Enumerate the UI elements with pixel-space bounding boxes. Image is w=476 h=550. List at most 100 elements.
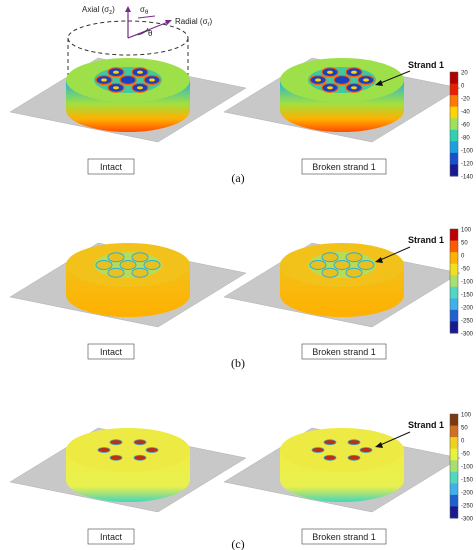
colorbar-tick-label: -60 bbox=[461, 123, 470, 129]
strand-pattern-intact bbox=[94, 252, 162, 278]
label-box-broken bbox=[301, 343, 387, 360]
colorbar-segment bbox=[450, 72, 458, 85]
center-strand bbox=[333, 260, 351, 270]
strand-1-arrow bbox=[377, 431, 411, 447]
colorbar-tick-label: 50 bbox=[461, 241, 468, 247]
strand-pattern-broken bbox=[311, 439, 373, 461]
theta-axis bbox=[137, 15, 156, 19]
wire-core bbox=[101, 78, 107, 82]
colorbar-segment bbox=[450, 83, 458, 96]
colorbar-tick-label: -200 bbox=[461, 306, 474, 312]
colorbar-tick-label: 0 bbox=[461, 439, 465, 445]
label-box-intact bbox=[87, 343, 135, 360]
wire-strand bbox=[359, 447, 373, 453]
strand-1-arrow bbox=[377, 70, 411, 85]
colorbar-frame bbox=[449, 413, 459, 519]
axial-arrowhead bbox=[125, 6, 131, 12]
colorbar-tick-label: -250 bbox=[461, 504, 474, 510]
colorbar-tick-label: 100 bbox=[461, 228, 472, 234]
colorbar-segment bbox=[450, 321, 458, 334]
wire-strand bbox=[131, 252, 149, 263]
colorbar-segment bbox=[450, 425, 458, 438]
wire-strand bbox=[345, 252, 363, 263]
colorbar-tick-label: -100 bbox=[461, 280, 474, 286]
colorbar-tick-label: -300 bbox=[461, 332, 474, 338]
colorbar-segment bbox=[450, 95, 458, 108]
colorbar-frame bbox=[449, 71, 459, 177]
radial-arrowhead bbox=[165, 20, 172, 25]
colorbar-segment bbox=[450, 152, 458, 165]
panel-c: Intact Broken strand 1 Strand 1 100 50 0 -50 -1… bbox=[9, 413, 474, 550]
wire-strand bbox=[357, 260, 375, 270]
cylinder-top-broken bbox=[280, 428, 404, 472]
center-strand bbox=[119, 74, 137, 86]
colorbar-segment bbox=[450, 460, 458, 473]
radial-label: Radial (σr) bbox=[175, 17, 213, 28]
wire-core bbox=[327, 86, 333, 90]
wire-strand bbox=[107, 252, 125, 263]
colorbar-tick-label: 0 bbox=[461, 84, 465, 90]
colorbar-tick-label: -140 bbox=[461, 175, 474, 181]
wire-core bbox=[113, 86, 119, 90]
colorbar-tick-label: 50 bbox=[461, 426, 468, 432]
panel-caption: (b) bbox=[231, 356, 245, 370]
wire-strand bbox=[133, 439, 147, 446]
axial-label: Axial (σz) bbox=[82, 5, 115, 16]
strand-1-label: Strand 1 bbox=[408, 60, 444, 70]
wire-strand bbox=[311, 447, 325, 453]
colorbar-tick-label: 20 bbox=[461, 71, 468, 77]
colorbar-segment bbox=[450, 437, 458, 450]
center-strand bbox=[119, 260, 137, 270]
colorbar-segment bbox=[450, 506, 458, 519]
intact-label: Intact bbox=[100, 532, 123, 542]
colorbar-segment bbox=[450, 118, 458, 131]
wire-core bbox=[363, 78, 369, 82]
panel-a: Intact Broken strand 1 Strand 1 20 0 -20 -40 -6… bbox=[9, 57, 474, 185]
colorbar-segment bbox=[450, 471, 458, 484]
colorbar-tick-label: -150 bbox=[461, 293, 474, 299]
colorbar-segment bbox=[450, 275, 458, 288]
colorbar-segment bbox=[450, 494, 458, 507]
wire-core bbox=[137, 70, 143, 74]
wire-strand bbox=[109, 454, 123, 461]
wire-strand bbox=[95, 260, 113, 270]
colorbar-segment bbox=[450, 298, 458, 311]
wire-strand bbox=[131, 267, 149, 278]
label-box-intact bbox=[87, 158, 135, 175]
wire-core bbox=[327, 70, 333, 74]
strand-pattern-intact bbox=[94, 67, 162, 93]
wire-strand bbox=[323, 454, 337, 461]
origin-line bbox=[127, 29, 151, 39]
colorbar-tick-label: -300 bbox=[461, 517, 474, 523]
cylinder-top-intact bbox=[66, 428, 190, 472]
colorbar-segment bbox=[450, 129, 458, 142]
wire-core bbox=[113, 70, 119, 74]
strand-1-label: Strand 1 bbox=[408, 420, 444, 430]
colorbar-tick-label: -20 bbox=[461, 97, 470, 103]
strand-1-arrowhead bbox=[375, 80, 383, 86]
broken-strand-label: Broken strand 1 bbox=[312, 532, 376, 542]
colorbar-tick-label: -50 bbox=[461, 452, 470, 458]
wire-strand bbox=[107, 267, 125, 278]
wire-strand bbox=[347, 454, 361, 461]
theta-arc bbox=[137, 27, 149, 36]
strand-pattern-broken bbox=[308, 252, 376, 278]
intact-label: Intact bbox=[100, 162, 123, 172]
wire-strand bbox=[97, 447, 111, 453]
wire-strand bbox=[143, 260, 161, 270]
theta-stress-label: σθ bbox=[140, 5, 149, 16]
center-strand bbox=[333, 74, 351, 86]
label-box-broken bbox=[301, 528, 387, 545]
panel-b: Intact Broken strand 1 Strand 1 100 50 0 -50 -1… bbox=[9, 228, 474, 370]
colorbar-tick-label: 100 bbox=[461, 413, 472, 419]
colorbar-segment bbox=[450, 309, 458, 322]
wire-strand bbox=[321, 267, 339, 278]
colorbar-segment bbox=[450, 448, 458, 461]
strand-1-arrow bbox=[377, 246, 411, 262]
colorbar-segment bbox=[450, 263, 458, 276]
panel-caption: (c) bbox=[231, 537, 244, 550]
colorbar-segment bbox=[450, 483, 458, 496]
wire-strand bbox=[347, 439, 361, 446]
wire-core bbox=[351, 86, 357, 90]
colorbar-tick-label: -250 bbox=[461, 319, 474, 325]
